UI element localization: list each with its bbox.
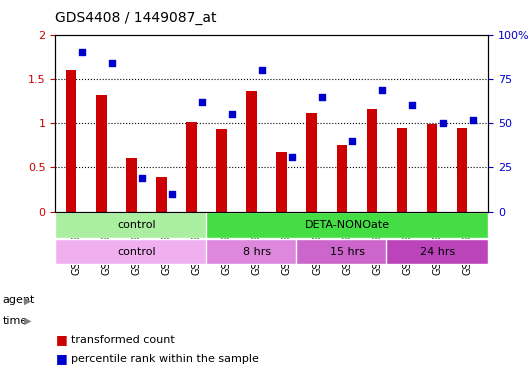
Point xyxy=(438,120,447,126)
Point xyxy=(408,103,417,109)
Text: agent: agent xyxy=(3,295,35,305)
Bar xyxy=(96,95,107,212)
Text: ■: ■ xyxy=(55,333,67,346)
Point xyxy=(228,111,237,118)
Text: 15 hrs: 15 hrs xyxy=(329,247,365,257)
Bar xyxy=(397,129,407,212)
Point xyxy=(108,60,116,66)
Point xyxy=(198,99,206,105)
Text: DETA-NONOate: DETA-NONOate xyxy=(305,220,390,230)
Text: transformed count: transformed count xyxy=(71,335,175,345)
Text: control: control xyxy=(117,220,156,230)
Point xyxy=(168,191,176,197)
Bar xyxy=(427,124,437,212)
Point xyxy=(138,175,146,181)
Point xyxy=(258,67,266,73)
Bar xyxy=(55,212,218,238)
Bar xyxy=(206,212,488,238)
Bar xyxy=(457,127,467,212)
Text: 24 hrs: 24 hrs xyxy=(420,247,455,257)
Text: ■: ■ xyxy=(55,353,67,366)
Text: percentile rank within the sample: percentile rank within the sample xyxy=(71,354,259,364)
Bar xyxy=(277,152,287,212)
Point xyxy=(288,154,296,160)
Text: time: time xyxy=(3,316,28,326)
Bar xyxy=(55,239,218,265)
Bar xyxy=(156,177,167,212)
Bar xyxy=(306,113,317,212)
Bar xyxy=(296,239,398,265)
Bar xyxy=(216,129,227,212)
Text: 8 hrs: 8 hrs xyxy=(243,247,271,257)
Bar xyxy=(336,145,347,212)
Text: ▶: ▶ xyxy=(24,316,32,326)
Point xyxy=(378,86,386,93)
Bar xyxy=(386,239,488,265)
Bar xyxy=(366,109,377,212)
Bar xyxy=(186,122,197,212)
Bar xyxy=(206,239,308,265)
Point xyxy=(78,49,86,55)
Bar xyxy=(126,158,137,212)
Text: ▶: ▶ xyxy=(24,295,32,305)
Bar xyxy=(247,91,257,212)
Text: control: control xyxy=(117,247,156,257)
Text: GDS4408 / 1449087_at: GDS4408 / 1449087_at xyxy=(55,11,217,25)
Point xyxy=(348,138,356,144)
Point xyxy=(318,94,326,100)
Bar xyxy=(66,70,77,212)
Point xyxy=(468,117,477,123)
